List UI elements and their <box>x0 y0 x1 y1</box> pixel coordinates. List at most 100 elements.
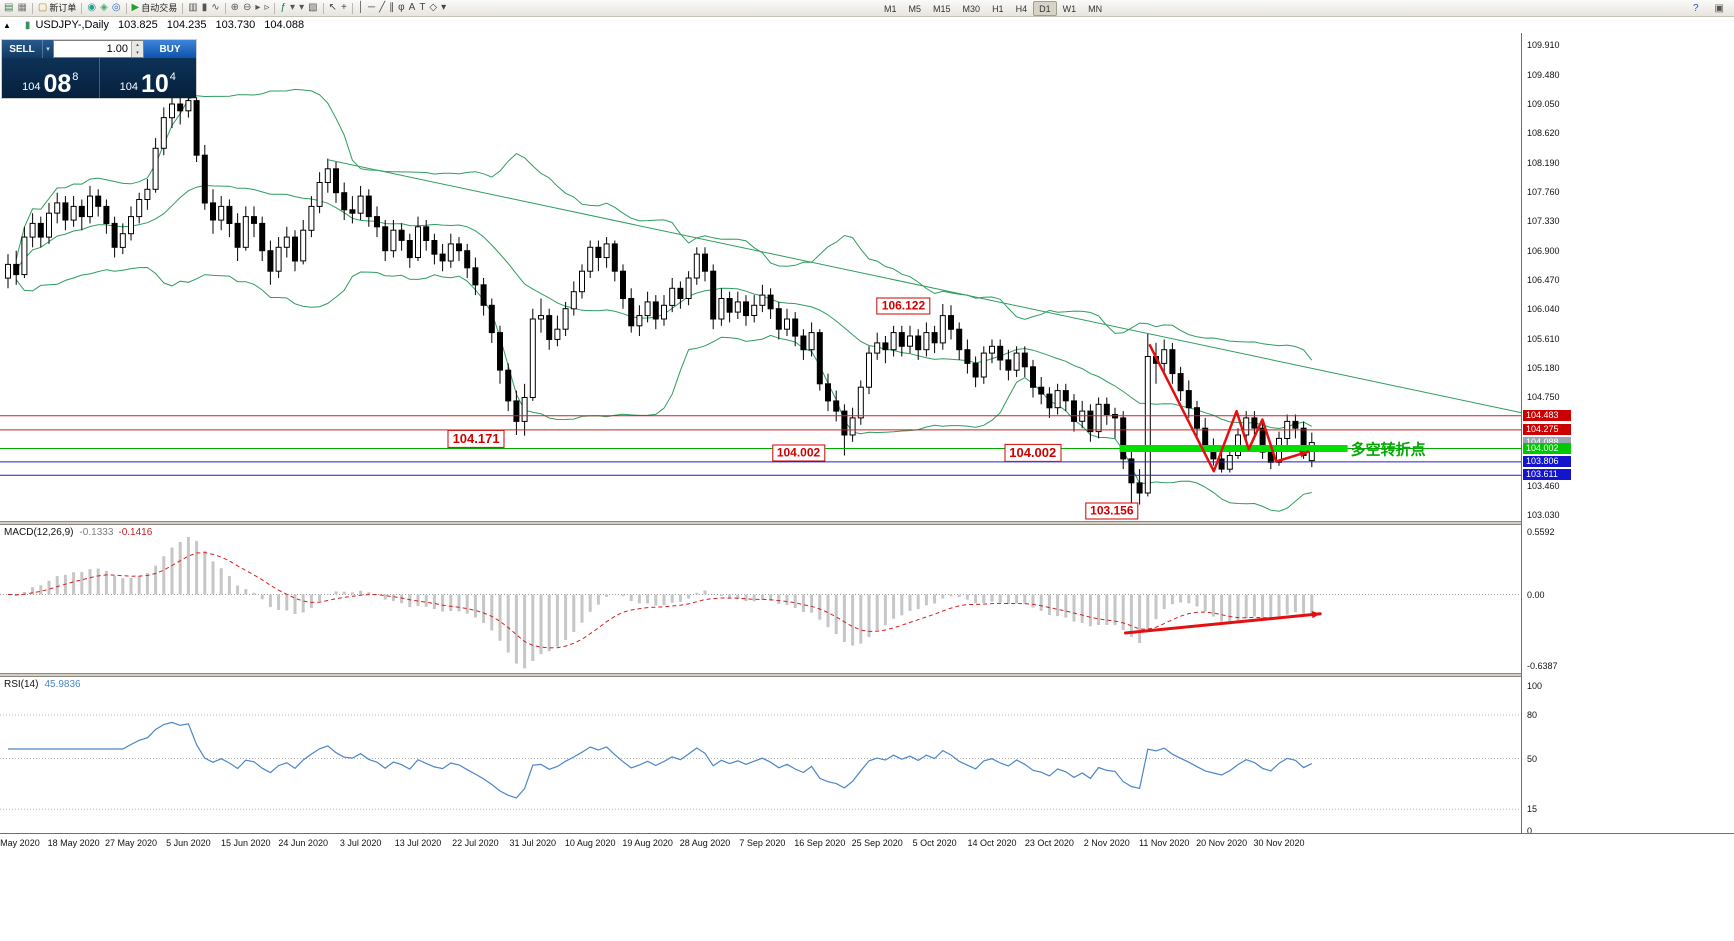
date-label-11-Nov-2020: 11 Nov 2020 <box>1139 838 1190 848</box>
rsi-tick-0: 0 <box>1527 826 1533 836</box>
toolbar-layout-icon[interactable]: ▣ <box>1709 1 1730 16</box>
horizontal-line-icon: ─ <box>368 2 376 13</box>
candle-body <box>185 100 192 112</box>
toolbar-text-tool-icon[interactable]: A <box>407 1 418 16</box>
date-axis[interactable]: 8 May 2020 18 May 2020 27 May 2020 5 Jun 20… <box>0 833 1734 852</box>
toolbar-vertical-line-icon[interactable]: │ <box>356 1 366 16</box>
timeframe-M5[interactable]: M5 <box>903 1 928 16</box>
timeframe-D1[interactable]: D1 <box>1033 1 1057 16</box>
volume-input[interactable]: 1.00 ▴ ▾ <box>53 40 144 58</box>
toolbar-data-window-icon[interactable]: ◈ <box>98 1 110 16</box>
price-axis[interactable]: 109.910 109.480 109.050 108.620 108.190 107.7… <box>1521 33 1734 836</box>
candle-body <box>898 332 905 347</box>
timeframe-switcher: M1 M5 M15 M30 H1 H4 D1 W1 MN <box>878 1 1108 16</box>
candle-body <box>513 400 520 422</box>
toolbar-auto-trading-button[interactable]: ▶ 自动交易 <box>130 1 180 16</box>
candle-body <box>267 250 274 272</box>
periods-dropdown-icon: ▾ <box>299 2 305 13</box>
candle-body <box>300 229 307 262</box>
candle-body <box>111 222 118 248</box>
candle-body <box>1218 458 1225 470</box>
candle-body <box>242 216 249 248</box>
one-click-trading-panel: SELL ▾ 1.00 ▴ ▾ BUY 104 08 8 104 10 4 <box>2 40 196 98</box>
candle-body <box>316 182 323 207</box>
toolbar-profiles-icon[interactable]: ▦ <box>15 1 28 16</box>
toolbar-zoom-in-icon[interactable]: ⊕ <box>229 1 241 16</box>
toolbar-cursor-icon[interactable]: ↖ <box>327 1 339 16</box>
sell-price-display[interactable]: 104 08 8 <box>2 58 100 98</box>
candle-body <box>259 222 266 252</box>
toolbar-periods-dropdown-icon[interactable]: ▾ <box>297 1 306 16</box>
new-chart-icon: ▤ <box>4 2 14 13</box>
macd-pane[interactable]: MACD(12,26,9) -0.1333 -0.1416 <box>0 525 1521 673</box>
timeframe-H4[interactable]: H4 <box>1010 1 1034 16</box>
toolbar-horizontal-line-icon[interactable]: ─ <box>366 1 377 16</box>
toolbar-candles-chart-icon[interactable]: ▮ <box>200 1 210 16</box>
rsi-pane[interactable]: RSI(14) 45.9836 <box>0 677 1521 833</box>
date-label-22-Jul-2020: 22 Jul 2020 <box>452 838 499 848</box>
toolbar-chart-shift-icon[interactable]: ▹ <box>262 1 271 16</box>
toolbar-label-tool-icon[interactable]: T <box>417 1 427 16</box>
volume-value[interactable]: 1.00 <box>106 43 128 55</box>
candle-body <box>1062 390 1069 402</box>
toolbar-auto-scroll-icon[interactable]: ▸ <box>253 1 262 16</box>
timeframe-M30[interactable]: M30 <box>957 1 987 16</box>
toolbar-market-watch-icon[interactable]: ◉ <box>85 1 98 16</box>
candle-body <box>439 253 446 262</box>
vertical-line-icon: │ <box>357 2 365 13</box>
toolbar-channel-tool-icon[interactable]: ∥ <box>387 1 396 16</box>
candle-body <box>628 298 635 327</box>
volume-down-button[interactable]: ▾ <box>132 49 143 57</box>
toolbar-navigator-icon[interactable]: ◎ <box>110 1 123 16</box>
auto-scroll-icon: ▸ <box>255 2 261 13</box>
price-tick-103.460: 103.460 <box>1527 480 1560 491</box>
pane-separator[interactable] <box>0 673 1734 677</box>
volume-up-button[interactable]: ▴ <box>132 41 143 49</box>
timeframe-MN[interactable]: MN <box>1082 1 1108 16</box>
buy-button[interactable]: BUY <box>144 40 196 58</box>
toolbar-arrows-tool-icon[interactable]: ▾ <box>439 1 448 16</box>
candle-body <box>218 205 225 221</box>
data-window-icon: ◈ <box>100 2 108 13</box>
price-zigzag-annotation <box>1148 344 1310 473</box>
candle-body <box>636 315 643 327</box>
rsi-canvas[interactable] <box>0 677 1521 833</box>
toolbar-crosshair-icon[interactable]: + <box>339 1 349 16</box>
sell-options-dropdown[interactable]: ▾ <box>42 40 53 58</box>
timeframe-W1[interactable]: W1 <box>1057 1 1083 16</box>
toolbar-line-chart-icon[interactable]: ∿ <box>209 1 221 16</box>
main-chart-pane[interactable]: 106.122 104.171 104.002 104.002 103.156 多空转折点 <box>0 33 1521 521</box>
main-chart-canvas[interactable] <box>0 33 1521 521</box>
macd-canvas[interactable] <box>0 525 1521 673</box>
date-label-7-Sep-2020: 7 Sep 2020 <box>739 838 786 848</box>
candle-body <box>447 243 454 262</box>
toolbar-templates-icon[interactable]: ▧ <box>306 1 319 16</box>
timeframe-M15[interactable]: M15 <box>927 1 957 16</box>
candle-body <box>1251 417 1258 429</box>
toolbar-new-order-button[interactable]: ▢ 新订单 <box>36 1 78 16</box>
toolbar-fibonacci-tool-icon[interactable]: φ <box>396 1 406 16</box>
pane-separator[interactable] <box>0 521 1734 525</box>
timeframe-H1[interactable]: H1 <box>986 1 1010 16</box>
date-label-24-Jun-2020: 24 Jun 2020 <box>278 838 328 848</box>
buy-price-display[interactable]: 104 10 4 <box>100 58 197 98</box>
toolbar-zoom-out-icon[interactable]: ⊖ <box>241 1 253 16</box>
one-click-panel-toggle[interactable]: ▲ <box>3 20 11 30</box>
candle-body <box>497 332 503 371</box>
date-label-27-May-2020: 27 May 2020 <box>104 838 158 848</box>
date-label-3-Jul-2020: 3 Jul 2020 <box>339 838 382 848</box>
toolbar-new-chart-icon[interactable]: ▤ <box>2 1 15 16</box>
timeframe-M1[interactable]: M1 <box>878 1 903 16</box>
candle-body <box>644 301 651 317</box>
candle-body <box>915 335 922 351</box>
sell-button[interactable]: SELL <box>2 40 42 58</box>
chart-symbol-label: USDJPY-,Daily <box>35 19 109 31</box>
toolbar-indicators-dropdown-icon[interactable]: ▾ <box>288 1 297 16</box>
toolbar-shapes-tool-icon[interactable]: ◇ <box>427 1 439 16</box>
toolbar-indicators-icon[interactable]: ƒ <box>278 1 288 16</box>
toolbar-trendline-tool-icon[interactable]: ╱ <box>377 1 387 16</box>
toolbar-help-icon[interactable]: ? <box>1687 1 1705 16</box>
toolbar-bars-chart-icon[interactable]: ▥ <box>186 1 199 16</box>
buy-price-big-digits: 10 <box>140 69 169 98</box>
descending-trendline[interactable] <box>328 159 1521 414</box>
